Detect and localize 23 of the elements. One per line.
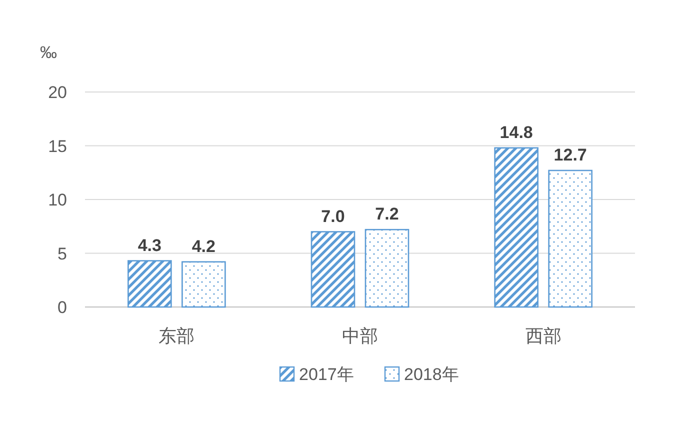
data-label: 14.8 bbox=[500, 122, 533, 142]
data-label: 4.2 bbox=[192, 236, 216, 256]
bar bbox=[494, 147, 538, 308]
y-tick-label: 15 bbox=[48, 136, 67, 156]
data-label: 12.7 bbox=[554, 145, 587, 164]
x-tick-label: 东部 bbox=[158, 326, 195, 346]
y-tick-label: 5 bbox=[58, 244, 67, 264]
y-tick-label: 0 bbox=[58, 298, 67, 317]
y-tick-label: 10 bbox=[48, 190, 67, 210]
legend-label: 2017年 bbox=[299, 365, 354, 384]
data-label: 7.0 bbox=[321, 206, 345, 226]
bar bbox=[364, 228, 410, 308]
bar bbox=[310, 231, 356, 308]
bar bbox=[182, 261, 226, 308]
data-label: 7.2 bbox=[375, 204, 399, 224]
legend-label: 2018年 bbox=[404, 365, 459, 384]
x-tick-label: 中部 bbox=[342, 326, 378, 346]
x-tick-label: 西部 bbox=[525, 326, 562, 346]
bar bbox=[128, 260, 172, 308]
bar bbox=[548, 170, 592, 308]
y-axis-title: ‰ bbox=[40, 43, 57, 62]
data-label: 4.3 bbox=[138, 236, 162, 255]
y-tick-label: 20 bbox=[48, 83, 67, 102]
